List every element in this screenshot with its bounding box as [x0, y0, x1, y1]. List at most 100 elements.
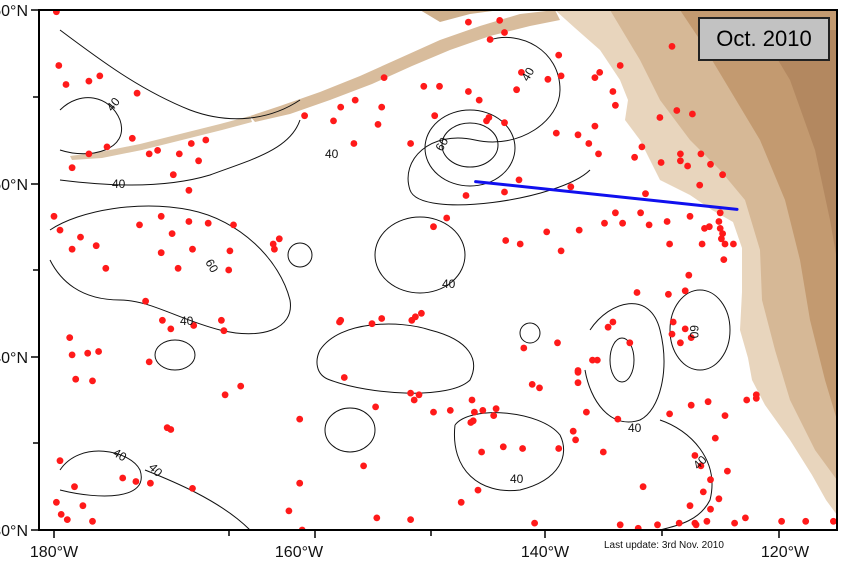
float-marker	[716, 225, 724, 232]
float-marker	[159, 316, 166, 324]
float-marker	[372, 403, 379, 411]
float-marker	[221, 391, 229, 399]
float-marker	[673, 107, 681, 114]
float-marker	[704, 398, 712, 406]
float-marker	[518, 69, 525, 76]
float-marker	[656, 114, 664, 121]
float-marker	[543, 228, 551, 236]
float-marker	[637, 209, 644, 217]
float-marker	[657, 159, 665, 166]
float-marker	[415, 391, 423, 399]
float-marker	[119, 474, 127, 482]
axis-ticks	[31, 9, 780, 538]
float-marker	[189, 485, 196, 492]
float-marker	[677, 339, 684, 347]
float-marker	[591, 122, 599, 130]
float-marker	[574, 131, 582, 139]
float-marker	[639, 483, 647, 491]
float-marker	[380, 74, 388, 81]
float-marker	[668, 330, 676, 338]
float-marker	[189, 245, 196, 253]
float-marker	[95, 348, 102, 355]
float-marker	[68, 351, 76, 359]
float-marker	[698, 240, 706, 248]
float-marker	[513, 86, 520, 94]
float-marker	[595, 150, 602, 158]
float-marker	[604, 323, 612, 331]
float-marker	[557, 247, 565, 255]
float-marker	[609, 88, 617, 95]
float-marker	[420, 82, 428, 90]
contour-label: 40	[628, 421, 642, 435]
float-marker	[519, 445, 526, 452]
float-marker	[544, 75, 552, 83]
float-marker	[705, 223, 713, 231]
contour-label: 60	[687, 325, 701, 339]
float-marker	[638, 143, 646, 151]
float-marker	[285, 507, 293, 515]
land-alaska	[420, 10, 500, 22]
float-marker	[89, 377, 96, 385]
float-marker	[720, 256, 728, 263]
float-marker	[360, 462, 367, 470]
last-update-text: Last update: 3rd Nov. 2010	[604, 540, 724, 551]
float-marker	[56, 457, 64, 465]
float-marker	[378, 103, 386, 111]
float-marker	[715, 495, 723, 503]
float-marker	[185, 186, 193, 194]
float-marker	[157, 212, 165, 220]
float-marker	[569, 427, 577, 435]
float-marker	[430, 408, 437, 416]
float-marker	[668, 43, 676, 50]
float-marker	[583, 408, 590, 416]
float-marker	[716, 209, 724, 217]
float-marker	[237, 382, 245, 390]
float-marker	[492, 405, 500, 413]
y-tick-label: 30°N	[0, 523, 28, 540]
float-marker	[66, 334, 74, 341]
float-marker	[407, 516, 414, 523]
float-marker	[478, 448, 485, 456]
float-marker	[85, 150, 93, 158]
float-marker	[92, 242, 100, 250]
float-marker	[102, 264, 110, 272]
float-marker	[721, 412, 729, 419]
float-marker	[557, 72, 565, 80]
float-marker	[721, 240, 729, 248]
y-tick-label: 40°N	[0, 350, 28, 367]
float-marker	[609, 318, 617, 326]
float-marker	[174, 264, 182, 272]
y-tick-label: 60°N	[0, 3, 28, 20]
float-marker	[474, 486, 482, 494]
float-marker	[752, 391, 760, 399]
float-marker	[350, 140, 358, 147]
float-marker	[616, 521, 624, 529]
float-marker	[486, 36, 494, 43]
float-marker	[77, 233, 84, 241]
float-marker	[430, 223, 437, 231]
float-marker	[467, 419, 475, 426]
float-marker	[830, 517, 837, 525]
float-marker	[572, 436, 579, 444]
float-marker	[412, 313, 419, 321]
float-marker	[555, 445, 563, 452]
float-marker	[296, 415, 304, 423]
float-marker	[378, 315, 386, 322]
float-marker	[531, 519, 538, 527]
float-marker	[619, 219, 626, 227]
float-marker	[72, 375, 80, 383]
float-marker	[436, 82, 443, 90]
float-marker	[142, 297, 150, 305]
float-marker	[185, 218, 193, 225]
float-marker	[418, 309, 425, 317]
float-marker	[663, 218, 671, 225]
float-marker	[103, 143, 111, 151]
float-marker	[718, 235, 725, 243]
float-marker	[591, 74, 599, 81]
float-marker	[133, 89, 141, 97]
float-marker	[626, 339, 634, 347]
float-marker	[167, 325, 175, 333]
float-marker	[330, 117, 337, 125]
float-marker	[85, 77, 93, 85]
float-marker	[642, 190, 649, 198]
